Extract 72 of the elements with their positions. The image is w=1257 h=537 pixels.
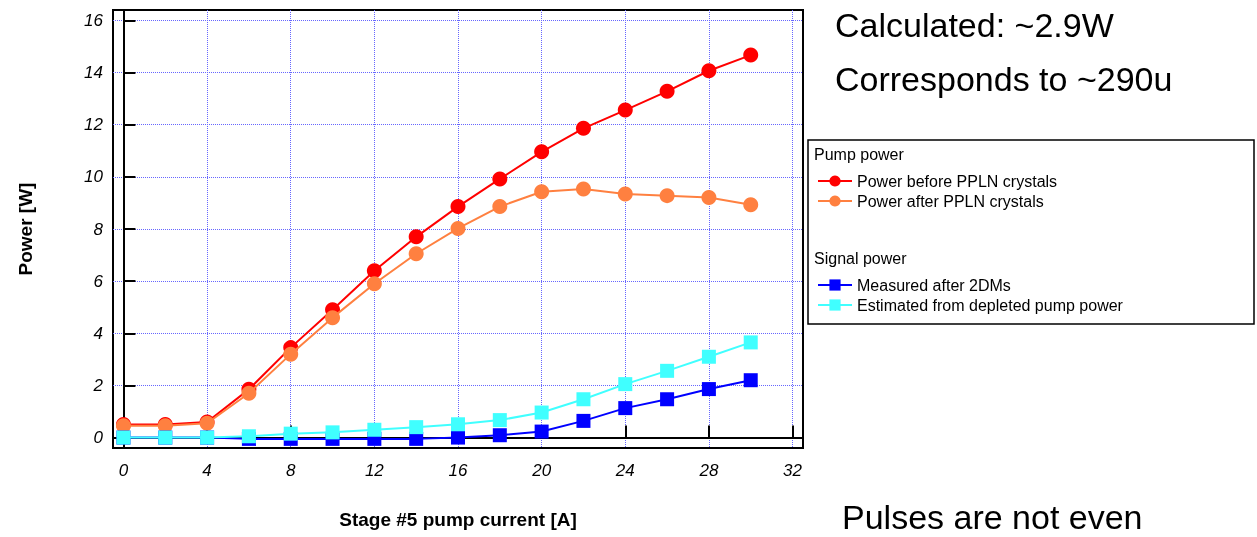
point (283, 346, 299, 362)
point (743, 197, 759, 213)
y-tick-label: 2 (92, 375, 104, 395)
point (576, 392, 591, 407)
y-tick-label: 4 (93, 323, 103, 343)
point (659, 188, 675, 204)
point (325, 310, 341, 326)
point (366, 276, 382, 292)
y-tick-label: 0 (93, 428, 104, 448)
y-axis-title: Power [W] (15, 182, 36, 276)
point (743, 335, 758, 350)
point (575, 181, 591, 197)
text: Pulses are not even (842, 498, 1143, 536)
point (450, 199, 466, 215)
point (701, 349, 716, 364)
point (575, 120, 591, 136)
y-tick-label: 8 (93, 219, 104, 239)
text: Pump power (814, 145, 905, 163)
x-tick-label: 8 (285, 461, 296, 480)
point (534, 144, 550, 160)
point (241, 385, 257, 401)
point (701, 63, 717, 79)
point (618, 377, 633, 392)
text: Calculated: ~2.9W (835, 6, 1114, 44)
point (408, 229, 424, 245)
point (492, 428, 507, 443)
y-tick-label: 16 (84, 10, 104, 30)
point (492, 413, 507, 428)
x-tick-label: 32 (783, 461, 803, 480)
point (660, 363, 675, 378)
legend-label: Power before PPLN crystals (857, 172, 1058, 190)
legend-label: Estimated from depleted pump power (857, 296, 1124, 314)
point (743, 47, 759, 63)
point (409, 420, 424, 435)
point (659, 83, 675, 99)
x-tick-label: 4 (202, 461, 212, 480)
y-tick-label: 6 (93, 271, 104, 291)
point (408, 246, 424, 262)
x-tick-label: 20 (531, 461, 552, 480)
text: Signal power (814, 249, 908, 267)
point (534, 184, 550, 200)
y-tick-label: 10 (84, 167, 104, 187)
point (701, 189, 717, 205)
point (325, 425, 340, 440)
legend-label: Power after PPLN crystals (857, 192, 1044, 210)
point (617, 102, 633, 118)
point (534, 424, 549, 439)
point (618, 401, 633, 416)
point (492, 199, 508, 215)
point (743, 373, 758, 388)
x-tick-label: 0 (118, 461, 129, 480)
x-tick-label: 28 (698, 461, 719, 480)
point (492, 171, 508, 187)
point (534, 405, 549, 420)
legend-label: Measured after 2DMs (857, 276, 1011, 294)
point (576, 413, 591, 428)
point (701, 382, 716, 397)
point (660, 392, 675, 407)
x-tick-label: 16 (448, 461, 468, 480)
x-tick-label: 24 (614, 461, 635, 480)
point (451, 417, 465, 432)
x-axis-title: Stage #5 pump current [A] (339, 509, 577, 530)
point (283, 426, 298, 441)
point (617, 186, 633, 202)
point (366, 263, 382, 279)
point (367, 422, 382, 437)
y-tick-label: 12 (84, 115, 104, 135)
text: Corresponds to ~290u (835, 60, 1173, 98)
point (450, 220, 466, 236)
point (451, 430, 465, 445)
y-tick-label: 14 (84, 63, 103, 83)
x-tick-label: 12 (364, 461, 385, 480)
